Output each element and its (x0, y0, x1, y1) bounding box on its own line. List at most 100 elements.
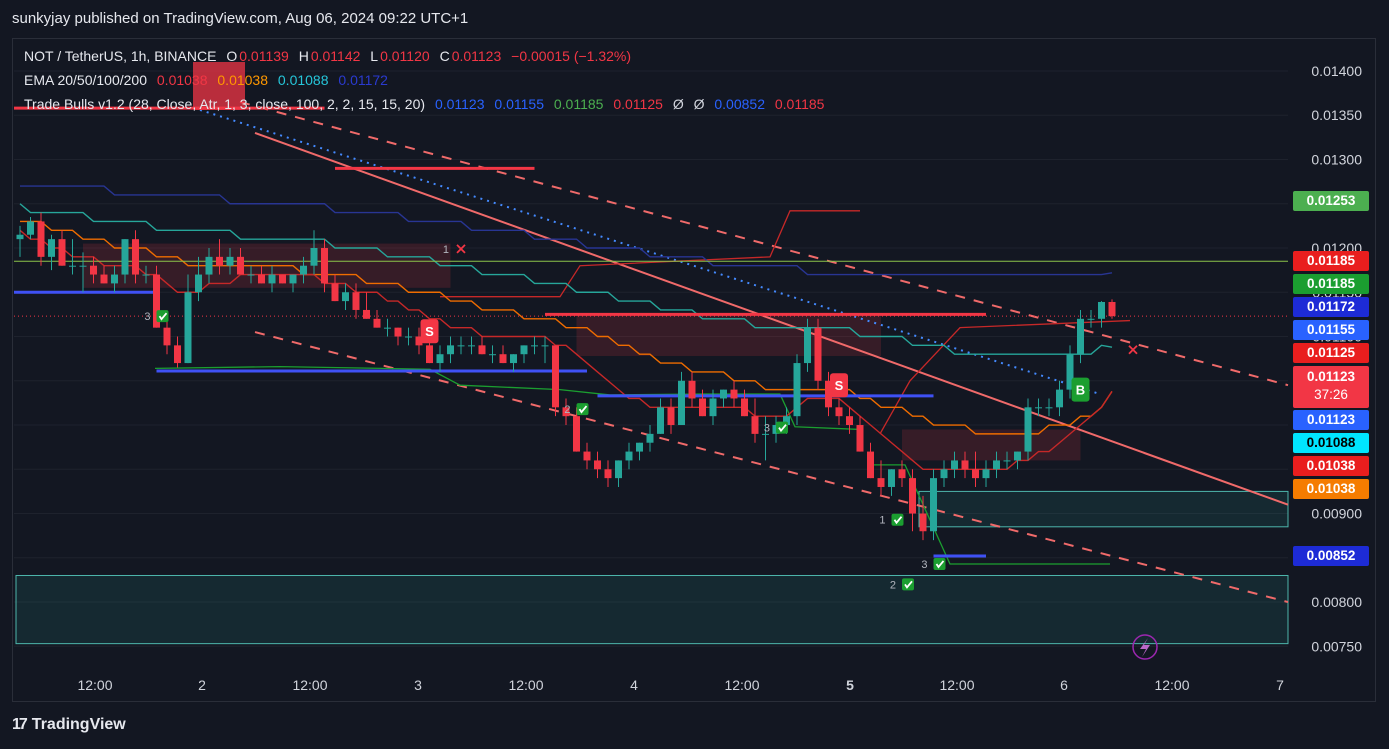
candle-body (982, 469, 990, 479)
candle-body (16, 234, 24, 240)
x-tick-label: 7 (1276, 677, 1284, 693)
candle-body (1066, 354, 1074, 390)
candle-body (226, 256, 234, 266)
candle-body (888, 469, 895, 487)
candle-body (898, 469, 906, 479)
check-count: 3 (921, 559, 927, 571)
demand-zone (15, 574, 1289, 645)
tradingview-brand: TradingView (31, 716, 126, 733)
candle-body (79, 265, 87, 267)
check-icon (933, 557, 946, 570)
candle-body (132, 239, 139, 275)
tradingview-logo-icon: 17 (12, 716, 28, 733)
price-tag: 0.01123 37:26 (1293, 366, 1369, 409)
close-label: C (439, 48, 450, 64)
cross-icon (1128, 345, 1138, 355)
y-tick-label: 0.01300 (1311, 151, 1362, 167)
candle-body (846, 416, 853, 426)
candle-body (1035, 407, 1042, 409)
tb-value-4: 0.01125 (613, 96, 663, 112)
candle-body (331, 283, 339, 302)
check-mark (778, 424, 787, 433)
candle-body (856, 425, 864, 452)
ema200-value: 0.01172 (338, 72, 388, 88)
candle-body (688, 380, 696, 399)
candle-body (646, 433, 654, 443)
symbol-legend: NOT / TetherUS, 1h, BINANCE O 0.01139 H 0.… (24, 48, 637, 64)
x-tick-label: 12:00 (724, 677, 759, 693)
candle-body (741, 398, 748, 417)
candle-body (289, 274, 297, 284)
price-tag: 0.01123 (1293, 410, 1369, 431)
candle-body (793, 363, 801, 417)
signal-label: B (1076, 383, 1085, 398)
candle-body (510, 354, 517, 364)
candle-body (184, 292, 192, 364)
signal-badge (420, 319, 439, 344)
candle-body (804, 327, 811, 364)
candle-body (961, 460, 969, 470)
candle-body (478, 345, 486, 355)
supply-zone (902, 429, 1081, 461)
high-value: 0.01142 (310, 48, 361, 64)
candle-body (195, 274, 202, 293)
candle-body (90, 265, 97, 275)
x-tick-label: 12:00 (1154, 677, 1189, 693)
check-mark (578, 405, 588, 414)
tradingview-footer[interactable]: 17 TradingView (12, 716, 126, 734)
candle-body (426, 345, 433, 364)
x-tick-label: 3 (414, 677, 422, 693)
candle-body (1098, 301, 1105, 319)
candle-body (363, 309, 370, 319)
check-mark (893, 516, 903, 525)
tradebulls-label[interactable]: Trade Bulls v1.2 (28, Close, Atr, 1, 3, … (24, 96, 426, 112)
cross-icon (456, 244, 466, 254)
candle-body (174, 345, 181, 364)
signal-label: S (835, 378, 844, 393)
lightning-icon (1132, 634, 1158, 660)
ema50-value: 0.01038 (217, 72, 268, 88)
ema-label[interactable]: EMA 20/50/100/200 (24, 72, 147, 88)
x-tick-label: 12:00 (508, 677, 543, 693)
candle-body (573, 416, 580, 452)
candle-body (247, 274, 255, 276)
candle-body (1014, 451, 1021, 461)
candle-body (531, 345, 538, 347)
candle-body (615, 460, 622, 479)
price-tag: 0.01185 (1293, 251, 1369, 272)
cross-count: 1 (443, 244, 449, 256)
symbol-label[interactable]: NOT / TetherUS, 1h, BINANCE (24, 48, 217, 64)
candle-body (48, 239, 55, 257)
price-tag: 0.01038 (1293, 479, 1369, 500)
check-icon (576, 403, 589, 416)
tb-support-line-2 (870, 464, 1110, 565)
channel-upper (239, 100, 1289, 387)
tb-value-7: 0.00852 (714, 96, 765, 112)
candle-body (310, 248, 318, 266)
check-count: 3 (764, 423, 770, 435)
check-count: 2 (564, 404, 570, 416)
candle-body (258, 274, 265, 284)
candle-body (457, 345, 465, 347)
demand-zone (918, 490, 1289, 528)
candle-body (468, 345, 475, 347)
candle-body (163, 327, 171, 346)
tb-resist-line-2 (879, 319, 1131, 435)
signal-badge (1071, 377, 1090, 402)
candle-body (877, 478, 885, 487)
candle-body (1108, 301, 1116, 317)
candle-body (930, 478, 937, 532)
check-count: 2 (890, 579, 896, 591)
signal-badge (830, 373, 848, 398)
candle-body (1045, 407, 1053, 409)
candle-body (436, 354, 444, 364)
low-value: 0.01120 (380, 48, 430, 64)
ema50-line (20, 220, 1113, 435)
candle-body (279, 274, 286, 284)
candle-body (100, 274, 108, 284)
candle-body (384, 327, 391, 329)
candle-body (415, 336, 423, 346)
ema100-line (19, 203, 1113, 355)
y-tick-label: 0.00800 (1311, 594, 1362, 610)
